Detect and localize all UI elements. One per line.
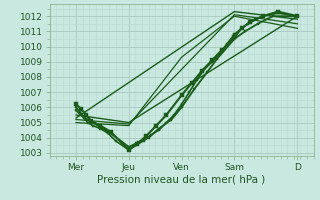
X-axis label: Pression niveau de la mer( hPa ): Pression niveau de la mer( hPa ) [98, 175, 266, 185]
